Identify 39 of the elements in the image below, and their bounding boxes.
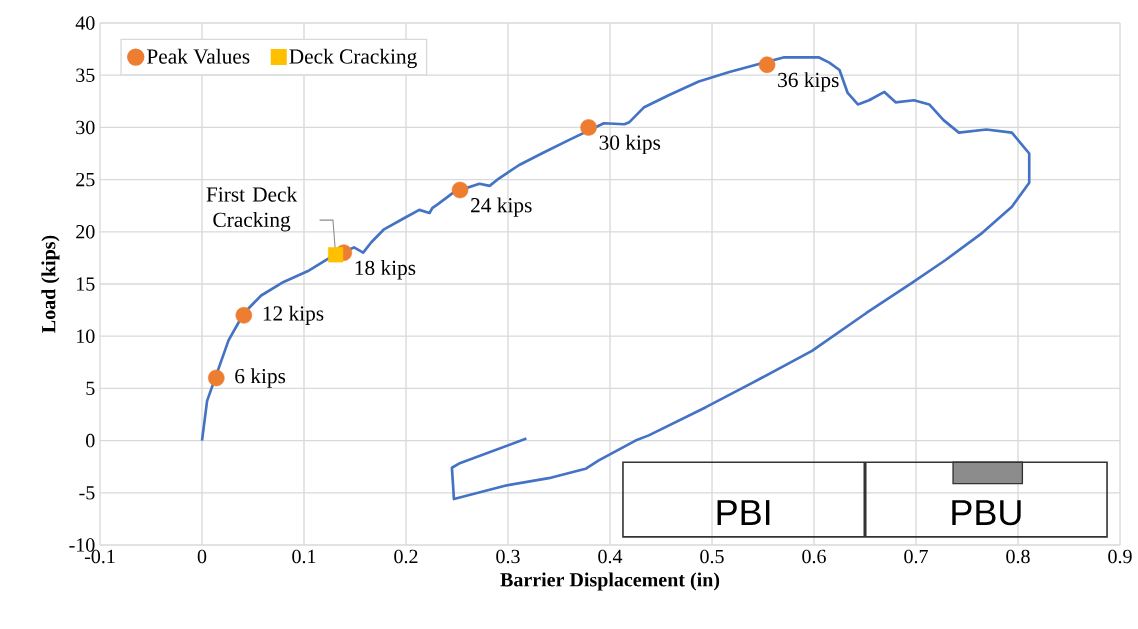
- y-tick-label: 35: [76, 68, 95, 82]
- y-tick-label: 5: [86, 381, 95, 396]
- point: [758, 56, 776, 74]
- y-tick-label: 20: [76, 225, 95, 239]
- x-tick-label: 0.1: [292, 549, 316, 564]
- legend-label: Deck Cracking: [289, 48, 417, 69]
- y-tick-label: 25: [76, 172, 95, 187]
- x-tick-label: 0.2: [394, 549, 418, 564]
- y-tick-label: 10: [77, 329, 95, 343]
- y-tick-label: 40: [75, 16, 95, 30]
- point: [235, 307, 253, 324]
- data-label: 18 kips: [355, 260, 416, 280]
- x-tick-label: 0.6: [802, 549, 826, 564]
- x-tick-label: 0.9: [1108, 549, 1132, 564]
- point: [580, 119, 597, 136]
- point: [451, 181, 469, 199]
- x-tick-label: 0.3: [496, 549, 520, 564]
- legend-label: Peak Values: [147, 48, 250, 64]
- data-label: 6 kips: [235, 368, 286, 388]
- y-tick-label: 15: [77, 277, 95, 291]
- annotation: First Deck Cracking: [206, 186, 298, 232]
- y-axis-title: Load (kips): [41, 235, 60, 333]
- y-tick-label: 30: [76, 120, 95, 135]
- data-label: 36 kips: [778, 72, 839, 92]
- x-tick-label: 0.8: [1006, 549, 1030, 564]
- x-tick-label: 0: [197, 549, 207, 564]
- x-tick-label: 0.4: [598, 549, 623, 564]
- data-label: 30 kips: [599, 134, 661, 155]
- point: [208, 369, 225, 387]
- x-tick-label: 0.5: [700, 549, 724, 564]
- y-tick-label: 0: [86, 433, 95, 448]
- annotation: PBU: [952, 500, 1021, 526]
- data-label: 12 kips: [263, 305, 324, 325]
- annotation: PBI: [717, 500, 770, 525]
- data-label: 24 kips: [471, 197, 532, 217]
- y-tick-label: -5: [79, 486, 95, 500]
- point: [328, 247, 344, 263]
- x-axis-title: Barrier Displacement (in): [500, 572, 720, 591]
- x-tick-label: 0.7: [904, 549, 928, 564]
